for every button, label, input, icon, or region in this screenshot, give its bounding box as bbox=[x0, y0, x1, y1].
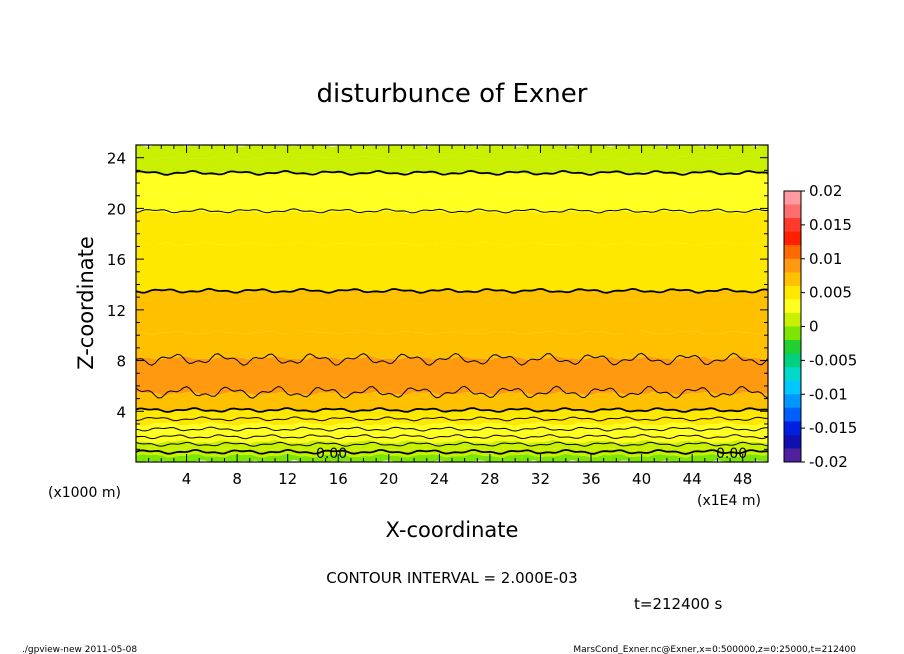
colorbar-label: -0.015 bbox=[809, 419, 857, 437]
colorbar-swatch bbox=[784, 394, 801, 409]
x-tick-label: 40 bbox=[632, 470, 651, 488]
colorbar-swatch bbox=[784, 231, 801, 246]
x-tick-label: 32 bbox=[531, 470, 550, 488]
colorbar-swatch bbox=[784, 191, 801, 206]
y-tick-label: 16 bbox=[107, 251, 126, 269]
colorbar-swatch bbox=[784, 380, 801, 395]
colorbar-swatch bbox=[784, 285, 801, 300]
colorbar bbox=[783, 190, 802, 463]
x-tick-label: 12 bbox=[278, 470, 297, 488]
colorbar-swatch bbox=[784, 245, 801, 260]
color-band bbox=[136, 155, 768, 175]
x-axis-label: X-coordinate bbox=[386, 518, 519, 542]
contour-line bbox=[136, 434, 768, 440]
colorbar-swatch bbox=[784, 272, 801, 287]
contour-line bbox=[136, 448, 768, 455]
colorbar-label: 0 bbox=[809, 318, 819, 336]
x-tick-label: 44 bbox=[683, 470, 702, 488]
y-tick-label: 12 bbox=[107, 302, 126, 320]
colorbar-label: -0.005 bbox=[809, 351, 857, 369]
x-tick-label: 48 bbox=[733, 470, 752, 488]
color-band bbox=[136, 391, 768, 412]
x-unit-label: (x1E4 m) bbox=[697, 493, 761, 509]
x-tick-label: 36 bbox=[581, 470, 600, 488]
colorbar-label: -0.01 bbox=[809, 385, 848, 403]
contour-line bbox=[136, 416, 768, 422]
contour-line bbox=[136, 441, 768, 447]
contour-label-right: 0.00 bbox=[716, 446, 747, 462]
y-axis-label: Z-coordinate bbox=[74, 236, 98, 370]
colorbar-swatch bbox=[784, 326, 801, 341]
colorbar-swatch bbox=[784, 340, 801, 355]
color-band bbox=[136, 241, 768, 293]
colorbar-label: 0.005 bbox=[809, 284, 852, 302]
chart-title: disturbunce of Exner bbox=[317, 79, 588, 109]
contour-label-left: 0.00 bbox=[316, 446, 347, 462]
x-tick-label: 20 bbox=[379, 470, 398, 488]
colorbar-swatch bbox=[784, 353, 801, 368]
colorbar-swatch bbox=[784, 258, 801, 273]
y-axis-ticks: 4 8 12 16 20 24 bbox=[107, 144, 768, 463]
colorbar-swatch bbox=[784, 299, 801, 314]
footer-right: MarsCond_Exner.nc@Exner,x=0:500000,z=0:2… bbox=[573, 645, 856, 654]
color-band bbox=[136, 170, 768, 196]
contour-line bbox=[136, 407, 768, 413]
x-tick-label: 8 bbox=[232, 470, 242, 488]
colorbar-label: -0.02 bbox=[809, 453, 848, 471]
color-band bbox=[136, 330, 768, 360]
color-band bbox=[136, 422, 768, 435]
y-tick-label: 24 bbox=[107, 150, 126, 168]
colorbar-swatch bbox=[784, 367, 801, 382]
colorbar-labels: 0.02 0.015 0.01 0.005 0 -0.005 -0.01 -0.015 -0.0… bbox=[801, 182, 857, 471]
contour-line bbox=[136, 426, 768, 432]
color-bands bbox=[136, 145, 768, 462]
color-band bbox=[136, 430, 768, 444]
colorbar-swatch bbox=[784, 434, 801, 449]
colorbar-swatch bbox=[784, 218, 801, 233]
colorbar-label: 0.015 bbox=[809, 216, 852, 234]
color-band bbox=[136, 288, 768, 335]
colorbar-label: 0.01 bbox=[809, 250, 842, 268]
contour-line bbox=[136, 208, 768, 214]
plot-area bbox=[136, 145, 768, 462]
y-unit-label: (x1000 m) bbox=[48, 485, 121, 501]
color-band bbox=[136, 210, 768, 246]
colorbar-swatch bbox=[784, 421, 801, 436]
x-tick-label: 4 bbox=[182, 470, 192, 488]
y-tick-label: 20 bbox=[107, 200, 126, 218]
contour-lines bbox=[136, 169, 768, 455]
contour-line bbox=[136, 287, 768, 294]
color-band bbox=[136, 356, 768, 396]
time-stamp: t=212400 s bbox=[634, 595, 722, 613]
contour-line bbox=[136, 352, 768, 366]
colorbar-label: 0.02 bbox=[809, 182, 842, 200]
color-band bbox=[136, 453, 768, 462]
y-tick-label: 4 bbox=[116, 403, 126, 421]
y-tick-label: 8 bbox=[116, 353, 126, 371]
colorbar-swatch bbox=[784, 448, 801, 463]
color-band bbox=[136, 145, 768, 160]
colorbar-swatch bbox=[784, 312, 801, 327]
contour-line bbox=[136, 169, 768, 176]
x-tick-label: 16 bbox=[329, 470, 348, 488]
colorbar-swatch bbox=[784, 204, 801, 219]
x-axis-ticks: 4 8 12 16 20 24 28 32 36 40 44 48 bbox=[135, 145, 769, 488]
x-tick-label: 24 bbox=[430, 470, 449, 488]
x-tick-label: 28 bbox=[480, 470, 499, 488]
footer-left: ./gpview-new 2011-05-08 bbox=[22, 645, 137, 654]
contour-interval-text: CONTOUR INTERVAL = 2.000E-03 bbox=[326, 569, 577, 587]
colorbar-swatch bbox=[784, 407, 801, 422]
contour-line bbox=[136, 385, 768, 399]
